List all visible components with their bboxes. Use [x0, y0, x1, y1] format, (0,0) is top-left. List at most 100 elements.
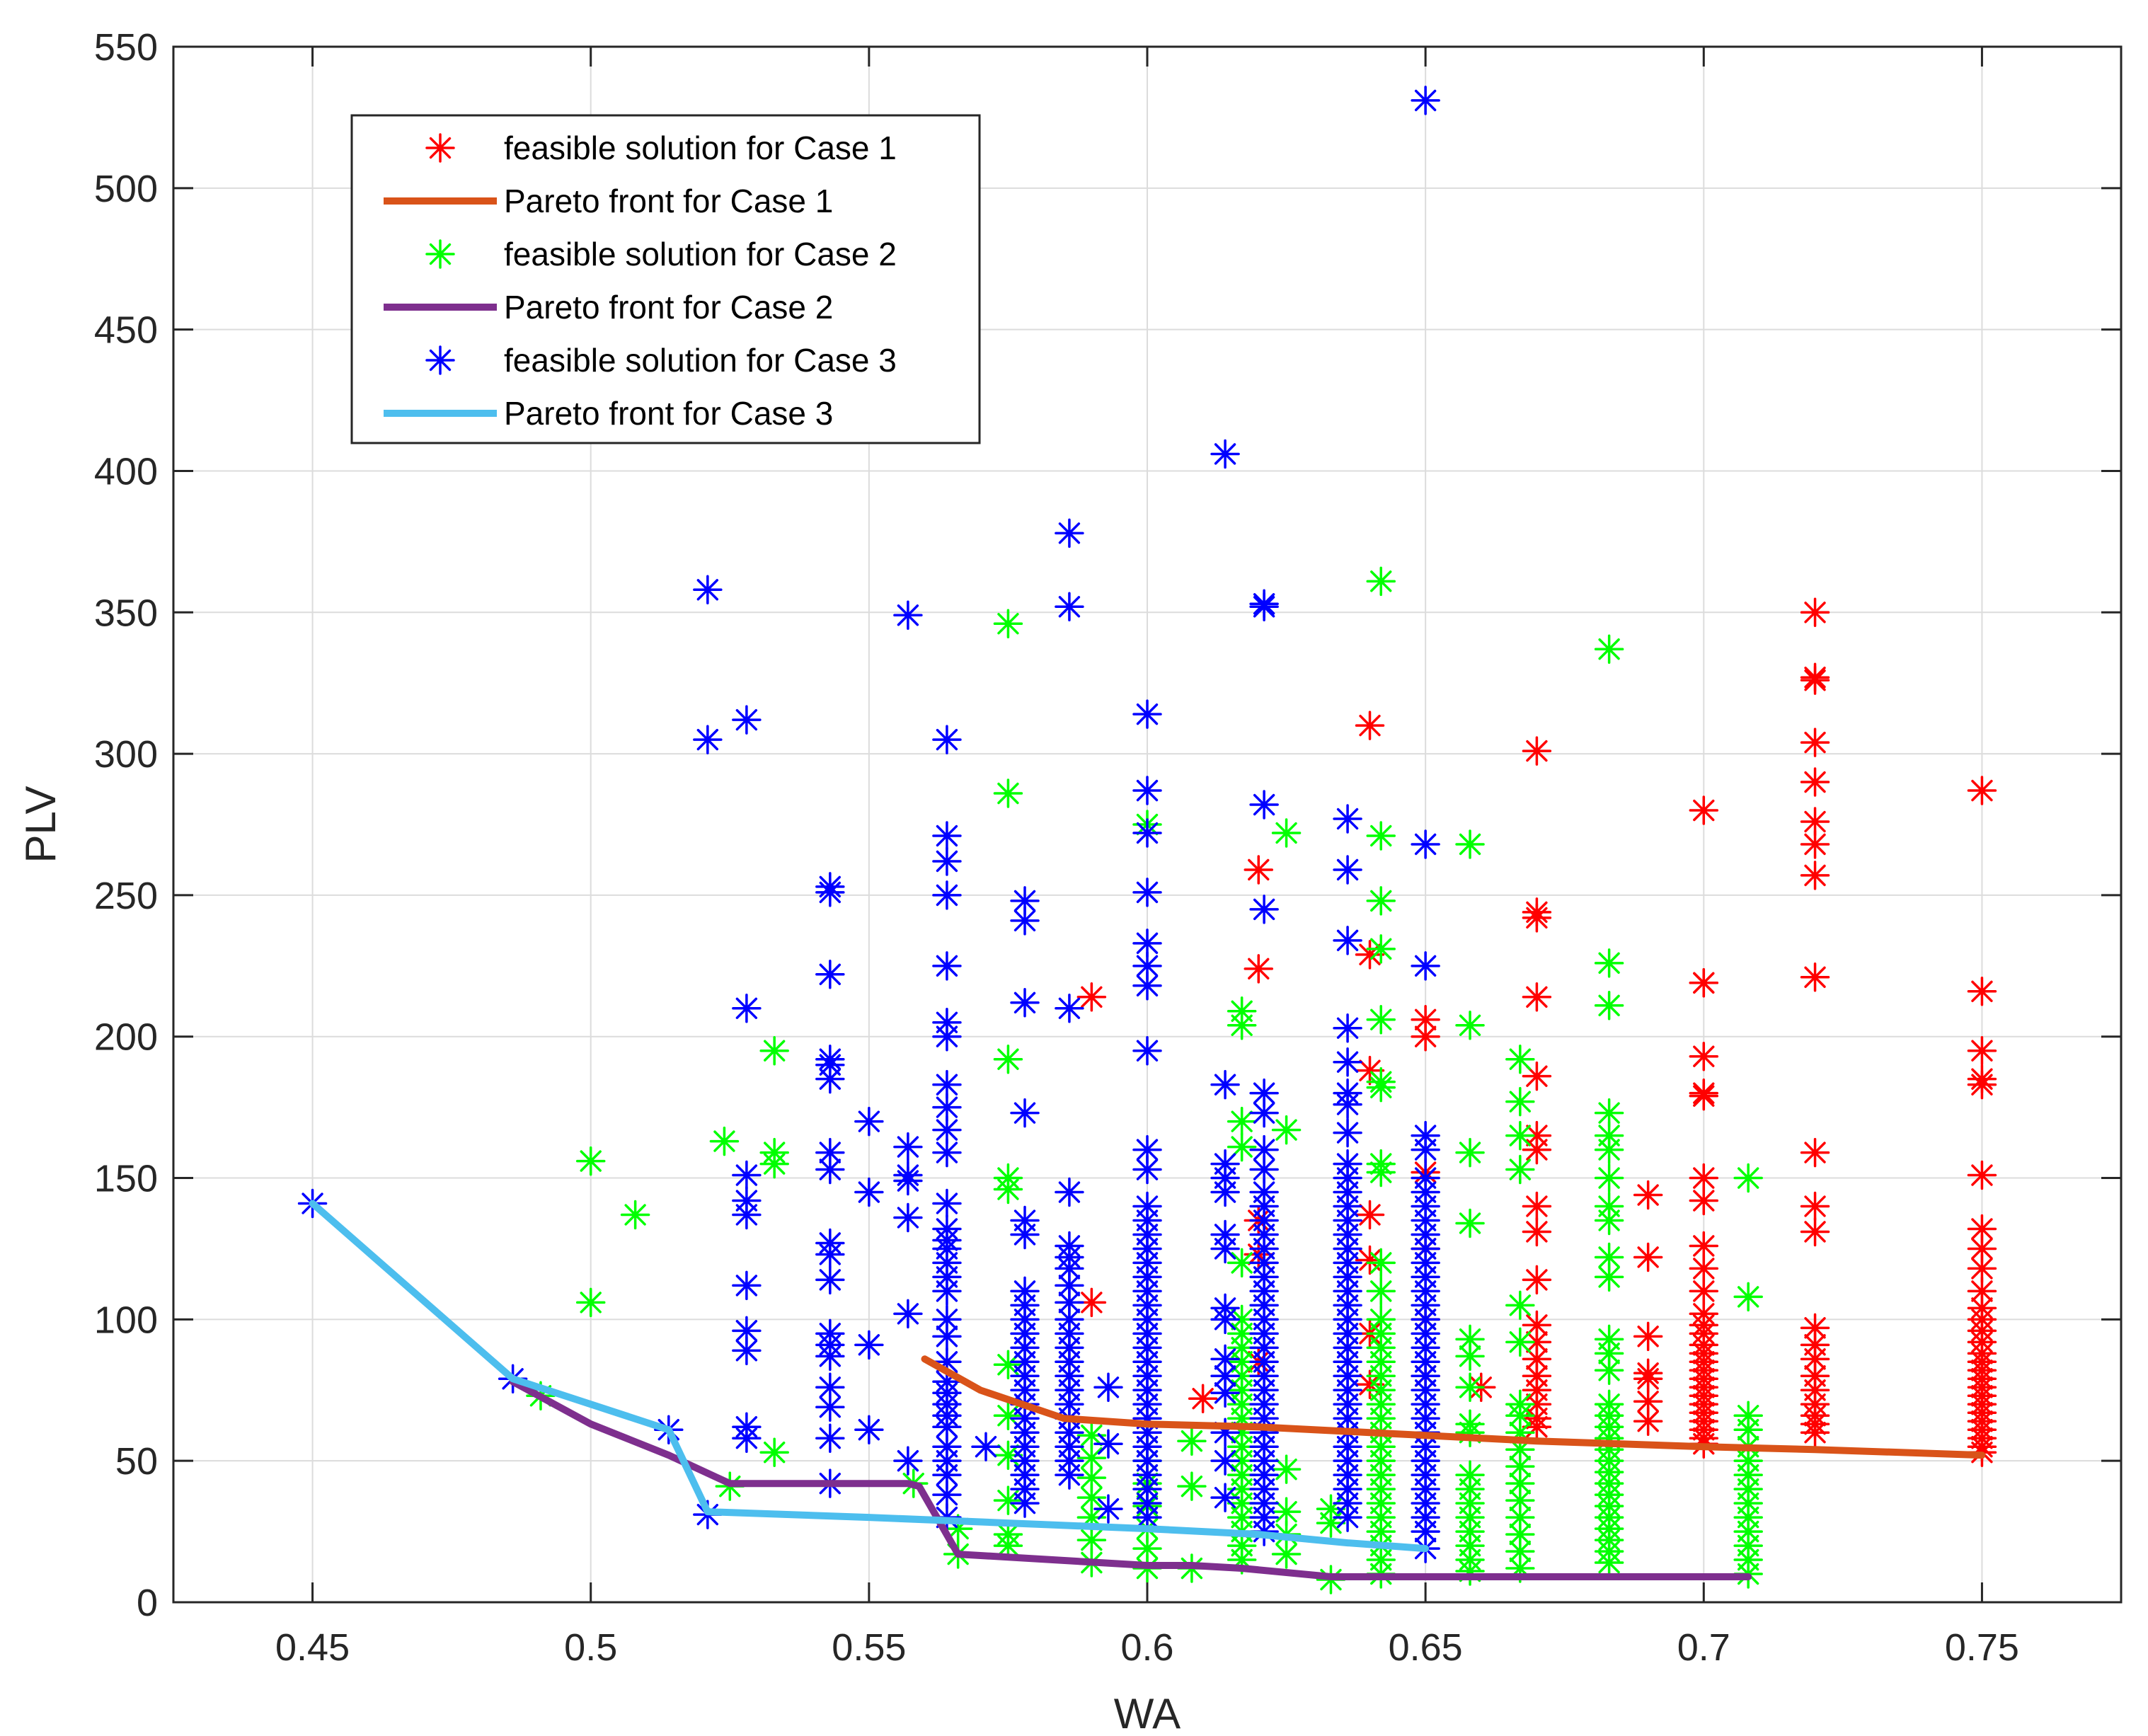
data-point: [1210, 1378, 1240, 1408]
data-point: [1800, 665, 1830, 695]
data-point: [1800, 728, 1830, 757]
data-point: [1249, 1078, 1279, 1108]
data-point: [815, 1154, 845, 1185]
data-point: [1093, 1372, 1123, 1403]
pareto-lines-overlay: [309, 1200, 1986, 1580]
data-point: [1522, 982, 1552, 1012]
legend-marker-star: [425, 239, 455, 269]
data-point: [993, 1044, 1023, 1074]
data-point: [1411, 829, 1440, 859]
data-point: [620, 1200, 650, 1230]
data-point: [1333, 1047, 1362, 1077]
data-point: [1355, 1369, 1385, 1400]
data-point: [1505, 1120, 1535, 1151]
data-point: [1366, 886, 1396, 916]
data-point: [932, 1092, 962, 1122]
pareto-line-case-3: [309, 1200, 1430, 1553]
data-point: [1188, 1384, 1218, 1414]
data-point: [1800, 1137, 1830, 1168]
legend-entry-label: Pareto front for Case 3: [504, 395, 833, 432]
data-point: [575, 1146, 606, 1176]
data-point: [1689, 1276, 1719, 1306]
data-point: [693, 575, 723, 605]
y-tick-label: 300: [94, 733, 158, 776]
data-point: [1967, 1214, 1997, 1244]
data-point: [1249, 1098, 1279, 1128]
data-point: [993, 1531, 1023, 1560]
data-point: [1249, 1154, 1279, 1185]
data-point: [1594, 1355, 1624, 1386]
pareto-line-case-1: [921, 1355, 1986, 1459]
data-point: [1967, 1160, 1997, 1190]
data-point: [1132, 818, 1162, 848]
data-point: [893, 1202, 923, 1233]
data-point: [1210, 1483, 1240, 1512]
data-point: [1411, 1517, 1440, 1546]
data-point: [1522, 1217, 1552, 1247]
data-point: [1366, 1248, 1396, 1278]
data-point: [854, 1415, 884, 1444]
data-point: [1689, 1163, 1719, 1193]
data-point: [932, 1188, 962, 1219]
data-point: [1132, 878, 1162, 907]
data-point: [1132, 699, 1162, 729]
x-tick-label: 0.55: [832, 1626, 906, 1669]
data-point: [1633, 1406, 1663, 1436]
data-point: [1455, 1341, 1485, 1372]
data-point: [1505, 1519, 1535, 1549]
data-point: [1132, 951, 1162, 981]
data-point: [693, 725, 723, 754]
data-point: [932, 1069, 962, 1100]
data-point: [1333, 804, 1362, 834]
data-point: [1800, 1217, 1830, 1247]
data-point: [1271, 1497, 1302, 1527]
data-point: [1055, 518, 1084, 548]
data-point: [1733, 1415, 1763, 1444]
data-point: [1132, 776, 1162, 805]
y-tick-label: 500: [94, 168, 158, 210]
data-point: [993, 1440, 1023, 1470]
data-point: [1333, 855, 1362, 885]
data-point: [993, 1174, 1023, 1205]
data-point: [1505, 1418, 1535, 1447]
data-point: [854, 1330, 884, 1360]
data-point: [732, 1423, 762, 1453]
data-point: [932, 1460, 962, 1490]
data-point: [1689, 1041, 1719, 1071]
data-point: [815, 960, 845, 989]
y-tick-label: 0: [137, 1582, 158, 1624]
data-point: [1633, 1180, 1663, 1210]
data-point: [1505, 1502, 1535, 1532]
data-point: [1411, 951, 1440, 981]
data-point: [1132, 1035, 1162, 1066]
data-point: [732, 705, 762, 735]
data-point: [1249, 790, 1279, 820]
data-point: [1227, 1132, 1257, 1162]
data-point: [732, 1316, 762, 1346]
data-point: [815, 878, 845, 907]
data-point: [732, 1200, 762, 1230]
data-point: [1355, 711, 1385, 740]
data-point: [1455, 1137, 1485, 1168]
data-point: [815, 1137, 845, 1168]
data-point: [1076, 982, 1107, 1012]
data-point: [993, 778, 1023, 808]
data-point: [932, 1480, 962, 1510]
data-point: [932, 1115, 962, 1145]
legend-marker-star: [425, 133, 455, 163]
data-point: [1733, 1282, 1763, 1312]
data-point: [1411, 1005, 1440, 1035]
y-tick-label: 200: [94, 1016, 158, 1059]
data-point: [1093, 1494, 1123, 1524]
data-point: [1333, 1502, 1362, 1532]
data-point: [815, 1372, 845, 1403]
data-point: [1177, 1471, 1207, 1501]
data-point: [1355, 1055, 1385, 1086]
legend: feasible solution for Case 1 Pareto front…: [350, 114, 981, 444]
data-point: [943, 1514, 973, 1544]
data-point: [1522, 903, 1552, 933]
data-point: [1055, 994, 1084, 1023]
data-point: [1505, 1401, 1535, 1430]
data-point: [1210, 1361, 1240, 1391]
data-point: [1967, 776, 1997, 805]
